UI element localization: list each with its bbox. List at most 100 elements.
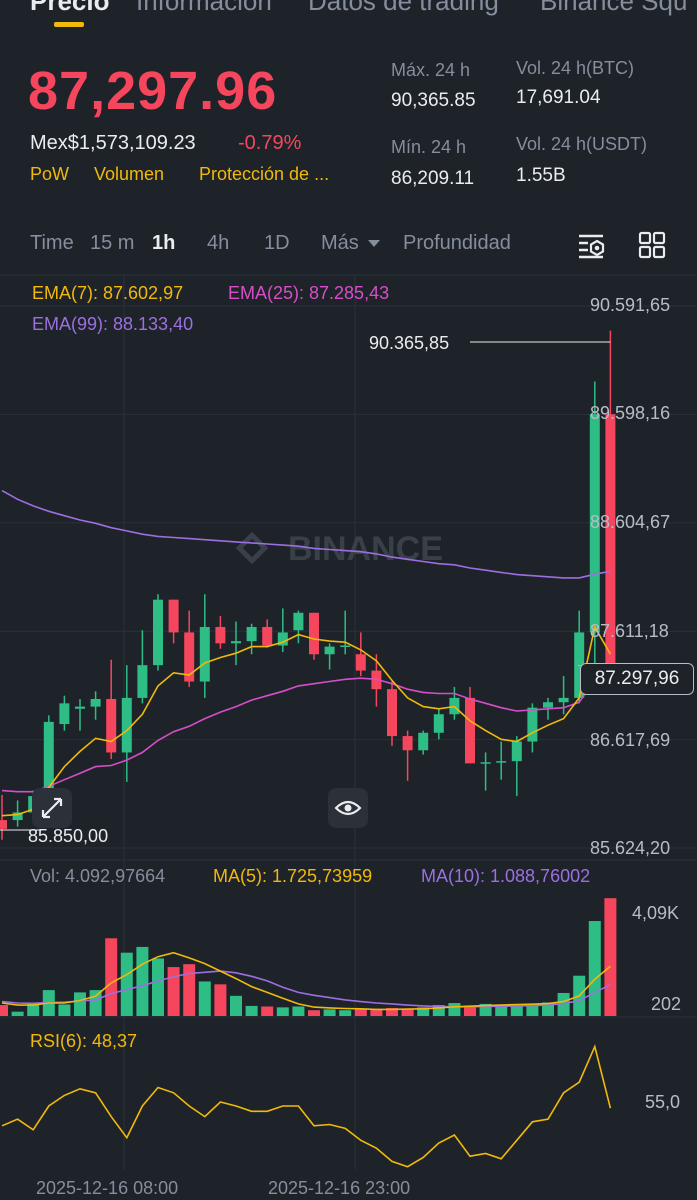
ma5-label: MA(5): 1.725,73959: [213, 866, 373, 886]
candle-body: [293, 612, 304, 631]
volume-bar: [339, 1010, 352, 1016]
active-tab-indicator: [54, 22, 84, 27]
price-axis-3: 88.604,67: [590, 512, 671, 532]
volume-bar: [510, 1004, 523, 1016]
top-tab-bar: Precio Información Datos de trading Bina…: [0, 0, 697, 30]
timeframe-4h[interactable]: 4h: [207, 232, 230, 254]
volume-bar: [432, 1005, 445, 1016]
caret-down-icon: [368, 239, 381, 247]
timeframe-more[interactable]: Más: [321, 232, 381, 255]
candle-body: [75, 706, 85, 709]
candle-body: [246, 626, 257, 642]
candle-body: [605, 414, 616, 666]
current-price-tag: 87.297,96: [580, 663, 694, 695]
candle-body: [480, 762, 491, 764]
candle-body: [106, 698, 117, 753]
tab-datos-de-trading[interactable]: Datos de trading: [308, 0, 499, 16]
candle-body: [340, 645, 351, 648]
candle-body: [137, 665, 148, 698]
volume-bar: [11, 1011, 24, 1016]
ema25-line: [1, 666, 611, 793]
tag-pow[interactable]: PoW: [30, 164, 70, 184]
candle-body: [418, 732, 429, 751]
candle-body: [496, 761, 507, 763]
volume-bar: [105, 938, 118, 1016]
volume-bar: [58, 1004, 71, 1016]
volume-bar: [136, 946, 149, 1016]
volume-bars: [0, 898, 617, 1016]
watermark-text: BINANCE: [288, 530, 443, 568]
volume-bar: [604, 898, 617, 1016]
expand-icon: [41, 797, 63, 819]
price-markers: [0, 341, 617, 831]
volume-bar: [557, 992, 570, 1016]
timeframe-time[interactable]: Time: [30, 232, 74, 254]
candle-body: [90, 698, 101, 707]
volume-bar: [230, 995, 242, 1016]
tab-informacion[interactable]: Información: [136, 0, 272, 16]
high-24h-value: 90,365.85: [391, 90, 476, 111]
tab-precio[interactable]: Precio: [30, 0, 110, 16]
candle-body: [199, 626, 210, 682]
chart-settings-button[interactable]: [576, 231, 608, 266]
vol-btc-label: Vol. 24 h(BTC): [516, 58, 635, 78]
candle-body: [527, 707, 538, 742]
candle-body: [589, 414, 600, 633]
candle-body: [277, 632, 288, 646]
ma10-label: MA(10): 1.088,76002: [421, 866, 591, 886]
ema-lines: [1, 489, 612, 817]
timeframe-1d[interactable]: 1D: [264, 232, 290, 254]
expand-button[interactable]: [32, 788, 72, 828]
candle-body: [0, 820, 7, 829]
ma5-volume-line: [1, 951, 611, 1011]
tag-volumen[interactable]: Volumen: [94, 164, 165, 184]
candle-body: [153, 599, 163, 666]
last-price: 87,297.96: [28, 61, 278, 121]
rsi-path: [1, 1044, 612, 1168]
tab-binance-square[interactable]: Binance Squ: [540, 0, 688, 16]
volume-bar: [120, 952, 133, 1016]
price-axis-1: 90.591,65: [590, 295, 671, 315]
tag-proteccion[interactable]: Protección de ...: [199, 164, 330, 184]
candle-body: [231, 641, 241, 644]
ema25-label: EMA(25): 87.285,43: [228, 283, 390, 303]
candle-body: [324, 646, 335, 655]
layout-grid-button[interactable]: [638, 231, 666, 264]
volume-axis-top: 4,09K: [632, 903, 680, 923]
candle-body: [402, 736, 413, 751]
volume-bar: [214, 984, 227, 1016]
volume-bar: [245, 1005, 258, 1016]
depth-tab[interactable]: Profundidad: [403, 232, 511, 254]
timeframe-1h[interactable]: 1h: [152, 232, 176, 254]
rsi-line: [1, 1044, 612, 1168]
eye-icon: [334, 800, 362, 816]
date-label-2: 2025-12-16 23:00: [268, 1178, 411, 1198]
price-change: -0.79%: [238, 132, 302, 154]
candles: [0, 330, 616, 840]
ma10-volume-line: [1, 970, 611, 1008]
candle-body: [433, 714, 444, 733]
toggle-indicators-button[interactable]: [328, 788, 368, 828]
volume-bar: [588, 921, 601, 1016]
price-axis-6: 85.624,20: [590, 838, 671, 858]
candle-body: [262, 626, 273, 646]
volume-bar: [152, 958, 164, 1016]
volume-bar: [276, 1007, 289, 1016]
candle-body: [558, 697, 569, 703]
timeframe-15m[interactable]: 15 m: [90, 232, 135, 254]
candle-body: [184, 632, 195, 682]
volume-bar: [183, 964, 196, 1016]
volume-bar: [386, 1007, 398, 1016]
grid-layout-icon: [638, 231, 666, 259]
candle-body: [43, 721, 54, 797]
price-axis-5: 86.617,69: [590, 730, 671, 750]
volume-bar: [323, 1009, 336, 1016]
volume-bar: [74, 992, 86, 1016]
volume-bar: [27, 1003, 40, 1016]
low-24h-label: Mín. 24 h: [391, 137, 467, 157]
volume-bar: [261, 1006, 274, 1016]
candle-body: [543, 702, 553, 708]
volume-bar: [401, 1009, 414, 1016]
volume-bar: [308, 1010, 320, 1016]
